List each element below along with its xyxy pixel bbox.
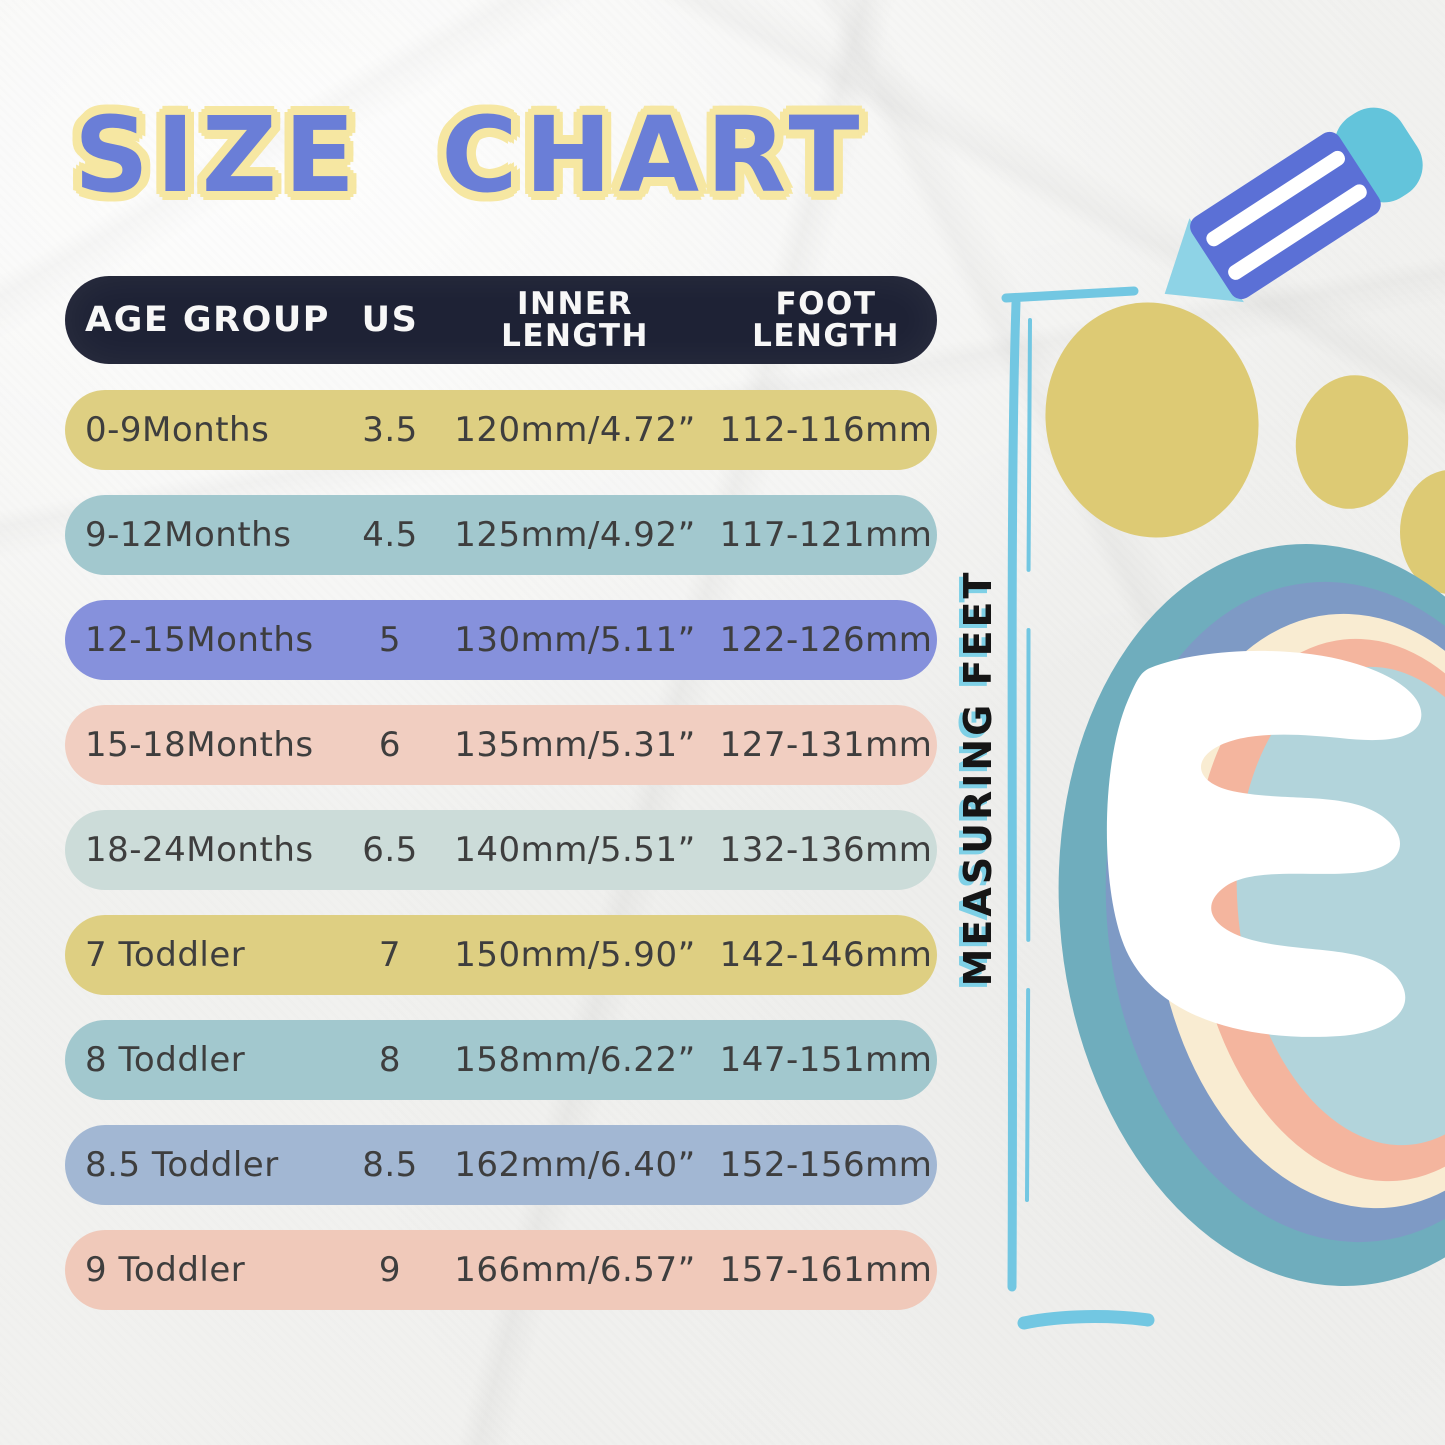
measuring-line-vertical — [1007, 298, 1021, 1292]
table-row: 7 Toddler 7 150mm/5.90” 142-146mm — [65, 915, 937, 995]
cell-inner-length: 125mm/4.92” — [454, 515, 696, 555]
cell-us-size: 6.5 — [362, 830, 418, 870]
cell-us-size: 8 — [378, 1040, 402, 1080]
header-inner-line1: INNER — [517, 285, 633, 322]
cell-foot-length: 117-121mm — [719, 515, 933, 555]
table-header: AGE GROUP US INNER LENGTH FOOT LENGTH — [65, 276, 937, 364]
cell-inner-length: 135mm/5.31” — [454, 725, 696, 765]
second-toe — [1295, 375, 1409, 509]
cell-us-size: 4.5 — [362, 515, 418, 555]
cell-age-group: 7 Toddler — [85, 935, 246, 975]
measuring-line-vertical-secondary — [1025, 318, 1032, 1202]
cell-inner-length: 140mm/5.51” — [454, 830, 696, 870]
sole-swirl — [1106, 650, 1422, 1037]
header-us: US — [361, 300, 419, 340]
cell-inner-length: 158mm/6.22” — [454, 1040, 696, 1080]
cell-foot-length: 142-146mm — [719, 935, 933, 975]
measuring-line — [1001, 286, 1155, 1330]
cell-us-size: 8.5 — [362, 1145, 418, 1185]
page-title: SIZE CHART — [74, 94, 867, 216]
big-toe — [1045, 302, 1259, 538]
cell-inner-length: 162mm/6.40” — [454, 1145, 696, 1185]
cell-us-size: 9 — [378, 1250, 402, 1290]
sole-ring-blue — [1105, 581, 1445, 1243]
table-row: 8 Toddler 8 158mm/6.22” 147-151mm — [65, 1020, 937, 1100]
table-row: 8.5 Toddler 8.5 162mm/6.40” 152-156mm — [65, 1125, 937, 1205]
table-row: 9 Toddler 9 166mm/6.57” 157-161mm — [65, 1230, 937, 1310]
footprint-illustration — [1045, 302, 1445, 1286]
cell-inner-length: 130mm/5.11” — [454, 620, 696, 660]
header-foot-line2: LENGTH — [752, 318, 900, 354]
cell-age-group: 8.5 Toddler — [85, 1145, 279, 1185]
pencil-stripe — [1206, 150, 1345, 247]
cell-foot-length: 152-156mm — [719, 1145, 933, 1185]
table-row: 12-15Months 5 130mm/5.11” 122-126mm — [65, 600, 937, 680]
cell-inner-length: 166mm/6.57” — [454, 1250, 696, 1290]
table-row: 15-18Months 6 135mm/5.31” 127-131mm — [65, 705, 937, 785]
cell-age-group: 9-12Months — [85, 515, 292, 555]
cell-age-group: 9 Toddler — [85, 1250, 246, 1290]
header-inner-line2: LENGTH — [501, 318, 649, 354]
header-foot-length: FOOT LENGTH — [715, 285, 937, 354]
header-inner-length: INNER LENGTH — [435, 285, 715, 354]
measuring-feet-label: MEASURING FEET — [956, 569, 1000, 987]
cell-us-size: 6 — [378, 725, 402, 765]
cell-us-size: 7 — [378, 935, 402, 975]
cell-us-size: 3.5 — [362, 410, 418, 450]
sole-ring-cream — [1153, 613, 1445, 1209]
cell-age-group: 15-18Months — [85, 725, 314, 765]
cell-inner-length: 120mm/4.72” — [454, 410, 696, 450]
table-row: 9-12Months 4.5 125mm/4.92” 117-121mm — [65, 495, 937, 575]
cell-us-size: 5 — [378, 620, 402, 660]
third-toe — [1400, 470, 1445, 594]
sole-outer — [1058, 544, 1445, 1286]
pencil-body — [1190, 131, 1381, 300]
cell-foot-length: 122-126mm — [719, 620, 933, 660]
pencil-stripe — [1228, 184, 1367, 280]
cell-age-group: 18-24Months — [85, 830, 314, 870]
cell-foot-length: 132-136mm — [719, 830, 933, 870]
pencil-icon — [1164, 107, 1423, 303]
header-foot-line1: FOOT — [775, 285, 877, 322]
cell-age-group: 8 Toddler — [85, 1040, 246, 1080]
cell-inner-length: 150mm/5.90” — [454, 935, 696, 975]
table-row: 0-9Months 3.5 120mm/4.72” 112-116mm — [65, 390, 937, 470]
cell-age-group: 0-9Months — [85, 410, 270, 450]
measuring-line-bottom-tick — [1017, 1310, 1155, 1330]
sole-ring-salmon — [1192, 638, 1445, 1182]
cell-foot-length: 147-151mm — [719, 1040, 933, 1080]
cell-foot-length: 157-161mm — [719, 1250, 933, 1290]
measuring-line-top-tick — [1001, 286, 1139, 303]
pencil-tip — [1164, 218, 1244, 303]
pencil-eraser — [1334, 107, 1423, 203]
fourth-toe — [1414, 654, 1445, 762]
header-age-group: AGE GROUP — [85, 300, 330, 340]
table-row: 18-24Months 6.5 140mm/5.51” 132-136mm — [65, 810, 937, 890]
cell-age-group: 12-15Months — [85, 620, 314, 660]
cell-foot-length: 127-131mm — [719, 725, 933, 765]
sole-inner — [1236, 666, 1445, 1146]
size-chart-table: AGE GROUP US INNER LENGTH FOOT LENGTH 0-… — [65, 276, 937, 1335]
cell-foot-length: 112-116mm — [719, 410, 933, 450]
